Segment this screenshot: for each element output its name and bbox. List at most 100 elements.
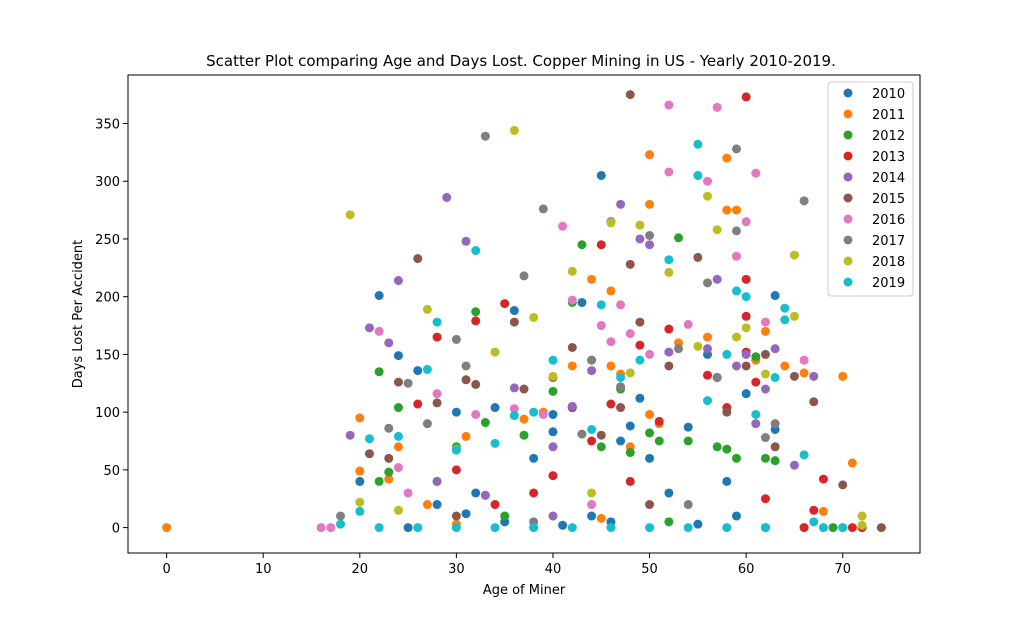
data-point <box>664 167 674 177</box>
data-point <box>857 520 867 530</box>
data-point <box>529 407 539 417</box>
data-point <box>413 366 423 376</box>
data-point <box>722 523 732 533</box>
data-point <box>567 361 577 371</box>
data-point <box>809 371 819 381</box>
data-point <box>461 236 471 246</box>
data-point <box>606 523 616 533</box>
data-point <box>596 170 606 180</box>
data-point <box>703 278 713 288</box>
legend-label: 2015 <box>872 192 905 207</box>
legend-marker <box>843 88 853 98</box>
data-point <box>548 511 558 521</box>
data-point <box>393 377 403 387</box>
data-point <box>731 226 741 236</box>
data-point <box>741 361 751 371</box>
data-point <box>876 523 886 533</box>
data-point <box>451 445 461 455</box>
data-point <box>760 433 770 443</box>
data-point <box>799 450 809 460</box>
data-point <box>422 419 432 429</box>
data-point <box>789 371 799 381</box>
data-point <box>577 429 587 439</box>
data-point <box>664 361 674 371</box>
data-point <box>490 500 500 510</box>
legend: 2010 2011 2012 2013 2014 2015 2016 2017 2018 2019 <box>827 81 914 297</box>
data-point <box>703 332 713 342</box>
data-point <box>422 500 432 510</box>
data-point <box>616 403 626 413</box>
y-tick-label: 250 <box>95 233 120 248</box>
data-point <box>335 511 345 521</box>
data-point <box>403 488 413 498</box>
data-point <box>471 488 481 498</box>
legend-label: 2017 <box>872 234 905 249</box>
data-point <box>509 125 519 135</box>
x-axis-label: Age of Miner <box>483 583 566 598</box>
data-point <box>538 409 548 419</box>
data-point <box>509 404 519 414</box>
data-point <box>490 347 500 357</box>
data-point <box>635 220 645 230</box>
data-point <box>519 384 529 394</box>
data-point <box>760 384 770 394</box>
data-point <box>645 409 655 419</box>
data-point <box>471 316 481 326</box>
data-point <box>548 427 558 437</box>
data-point <box>731 511 741 521</box>
data-point <box>847 458 857 468</box>
data-point <box>345 430 355 440</box>
data-point <box>731 286 741 296</box>
data-point <box>355 506 365 516</box>
data-point <box>712 225 722 235</box>
data-point <box>645 199 655 209</box>
data-point <box>432 389 442 399</box>
data-point <box>393 351 403 361</box>
data-point <box>471 379 481 389</box>
data-point <box>509 411 519 421</box>
data-point <box>432 332 442 342</box>
data-point <box>374 291 384 301</box>
legend-label: 2013 <box>872 150 905 165</box>
data-point <box>693 139 703 149</box>
data-point <box>393 431 403 441</box>
legend-label: 2011 <box>872 108 905 123</box>
data-point <box>645 523 655 533</box>
x-tick-label: 0 <box>162 562 170 577</box>
data-point <box>548 386 558 396</box>
data-point <box>635 355 645 365</box>
data-point <box>509 306 519 316</box>
data-point <box>712 373 722 383</box>
data-point <box>712 442 722 452</box>
y-tick-label: 100 <box>95 406 120 421</box>
data-point <box>731 453 741 463</box>
data-point <box>838 480 848 490</box>
legend-marker <box>843 130 853 140</box>
series-2018 <box>345 125 867 530</box>
data-point <box>616 436 626 446</box>
y-tick-label: 150 <box>95 348 120 363</box>
data-point <box>587 500 597 510</box>
data-point <box>587 424 597 434</box>
series-2011 <box>162 150 857 533</box>
data-point <box>635 340 645 350</box>
data-point <box>364 323 374 333</box>
series-2012 <box>374 233 848 533</box>
legend-item: 2018 <box>843 255 905 270</box>
data-point <box>780 361 790 371</box>
data-point <box>760 453 770 463</box>
data-point <box>838 523 848 533</box>
data-point <box>500 299 510 309</box>
legend-item: 2012 <box>843 129 905 144</box>
legend-label: 2010 <box>872 87 905 102</box>
data-point <box>587 511 597 521</box>
data-point <box>558 221 568 231</box>
data-point <box>731 205 741 215</box>
data-point <box>789 250 799 260</box>
data-point <box>355 466 365 476</box>
legend-label: 2012 <box>872 129 905 144</box>
data-point <box>461 431 471 441</box>
legend-marker <box>843 214 853 224</box>
data-point <box>751 352 761 362</box>
